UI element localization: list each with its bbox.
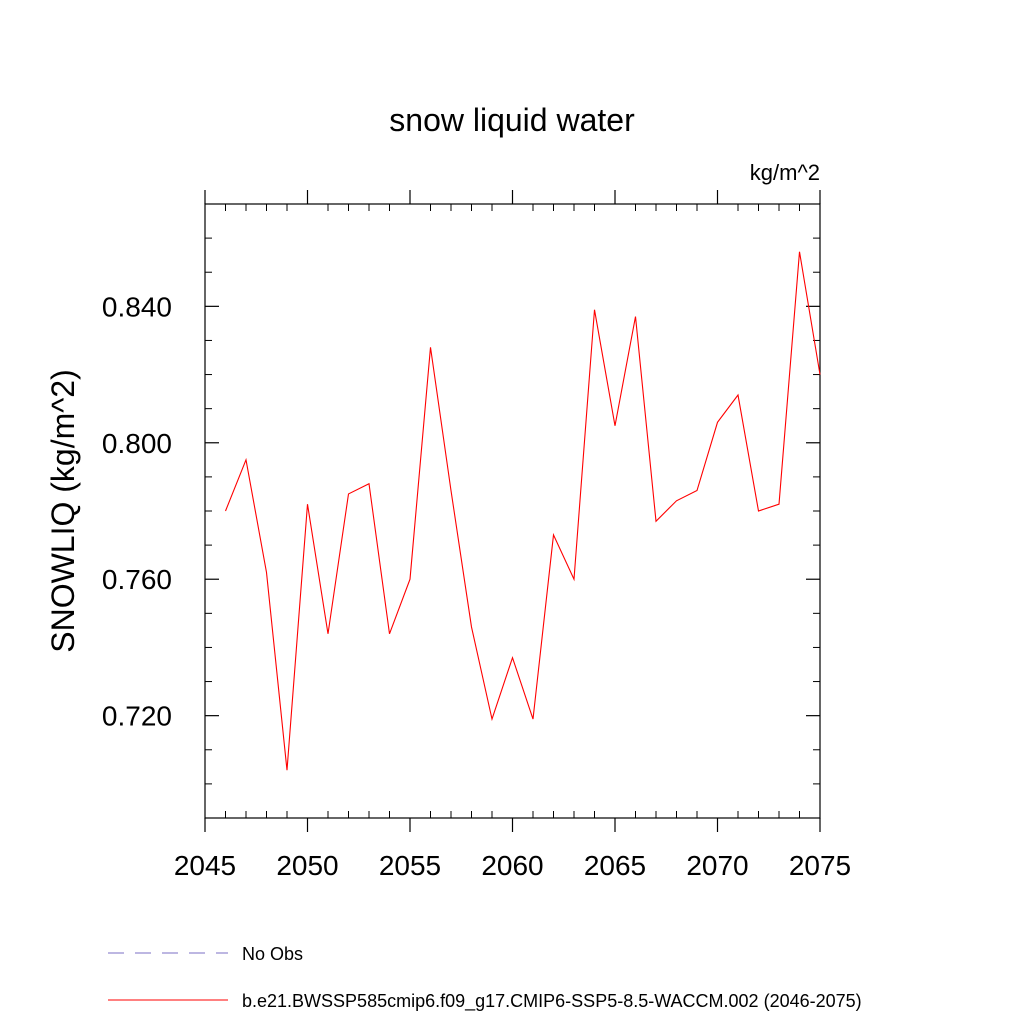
axis-tick-labels: 2045 2050 2055 2060 2065 2070 2075 0.720 0.760 0.… (102, 291, 851, 881)
x-tick-label: 2075 (789, 850, 851, 881)
y-tick-label: 0.840 (102, 291, 172, 322)
axis-ticks (204, 190, 821, 832)
y-tick-label: 0.800 (102, 428, 172, 459)
series-line (224, 251, 821, 771)
x-tick-label: 2065 (584, 850, 646, 881)
y-tick-label: 0.760 (102, 564, 172, 595)
legend-label: No Obs (242, 944, 303, 964)
x-tick-label: 2050 (276, 850, 338, 881)
y-axis-label: SNOWLIQ (kg/m^2) (45, 369, 81, 652)
plot-frame (204, 203, 821, 819)
x-tick-label: 2070 (686, 850, 748, 881)
series-layer (224, 251, 821, 771)
y-tick-label: 0.720 (102, 701, 172, 732)
chart-title: snow liquid water (389, 102, 635, 138)
x-tick-label: 2055 (379, 850, 441, 881)
legend: No Obs b.e21.BWSSP585cmip6.f09_g17.CMIP6-… (108, 944, 862, 1012)
x-tick-label: 2045 (174, 850, 236, 881)
legend-label: b.e21.BWSSP585cmip6.f09_g17.CMIP6-SSP5-8… (242, 991, 862, 1012)
units-label: kg/m^2 (750, 160, 820, 185)
x-tick-label: 2060 (481, 850, 543, 881)
